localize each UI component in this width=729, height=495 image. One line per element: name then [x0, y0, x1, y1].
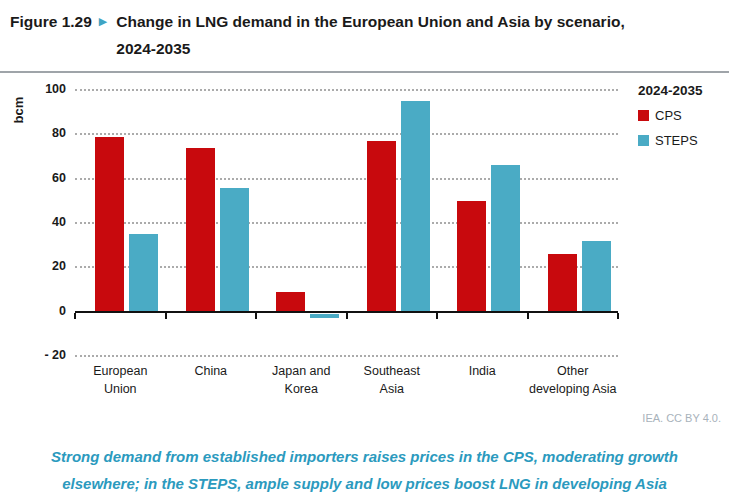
- legend-item-steps: STEPS: [638, 133, 703, 148]
- y-tick-label: 100: [0, 82, 66, 96]
- figure-caption: Strong demand from established importers…: [0, 443, 729, 495]
- source-credit: IEA. CC BY 4.0.: [642, 412, 721, 424]
- x-axis-tick: [527, 313, 529, 319]
- y-tick-label: 20: [0, 259, 66, 273]
- bar-steps-0: [129, 234, 158, 312]
- x-axis-tick: [165, 313, 167, 319]
- plot-area: 100806040200- 20EuropeanUnionChinaJapan …: [0, 72, 729, 417]
- legend-label-cps: CPS: [655, 108, 682, 123]
- figure-title: Change in LNG demand in the European Uni…: [116, 8, 636, 62]
- figure-label: Figure 1.29: [10, 8, 92, 35]
- x-axis-tick: [346, 313, 348, 319]
- x-axis-tick: [436, 313, 438, 319]
- x-category-label: Otherdeveloping Asia: [513, 362, 633, 398]
- legend-item-cps: CPS: [638, 108, 703, 123]
- bar-cps-3: [367, 141, 396, 312]
- bar-steps-4: [491, 165, 520, 311]
- y-tick-label: - 20: [0, 348, 66, 362]
- bar-steps-2: [310, 314, 339, 318]
- x-axis-tick: [255, 313, 257, 319]
- legend-title: 2024-2035: [638, 83, 703, 98]
- bar-steps-3: [401, 101, 430, 312]
- cps-color-swatch: [638, 110, 649, 121]
- gridline-y100: [75, 89, 618, 91]
- y-tick-label: 80: [0, 126, 66, 140]
- y-tick-label: 40: [0, 215, 66, 229]
- figure-pointer-icon: ▶: [99, 8, 107, 35]
- figure-header: Figure 1.29 ▶ Change in LNG demand in th…: [10, 8, 636, 62]
- gridline-y60: [75, 178, 618, 180]
- gridline-y40: [75, 222, 618, 224]
- bar-chart: bcm 100806040200- 20EuropeanUnionChinaJa…: [0, 72, 729, 417]
- x-axis-tick: [617, 313, 619, 319]
- y-tick-label: 60: [0, 171, 66, 185]
- bar-steps-5: [582, 241, 611, 312]
- steps-color-swatch: [638, 135, 649, 146]
- figure-1-29: Figure 1.29 ▶ Change in LNG demand in th…: [0, 0, 729, 495]
- bar-cps-4: [457, 201, 486, 312]
- bar-cps-5: [548, 254, 577, 312]
- bar-cps-1: [186, 148, 215, 312]
- y-tick-label: 0: [0, 304, 66, 318]
- gridline-y-20: [75, 355, 618, 357]
- bar-steps-1: [220, 188, 249, 312]
- x-axis-tick: [74, 313, 76, 319]
- chart-legend: 2024-2035 CPS STEPS: [638, 83, 703, 158]
- bar-cps-0: [95, 137, 124, 312]
- legend-label-steps: STEPS: [655, 133, 698, 148]
- gridline-y80: [75, 133, 618, 135]
- bar-cps-2: [276, 292, 305, 312]
